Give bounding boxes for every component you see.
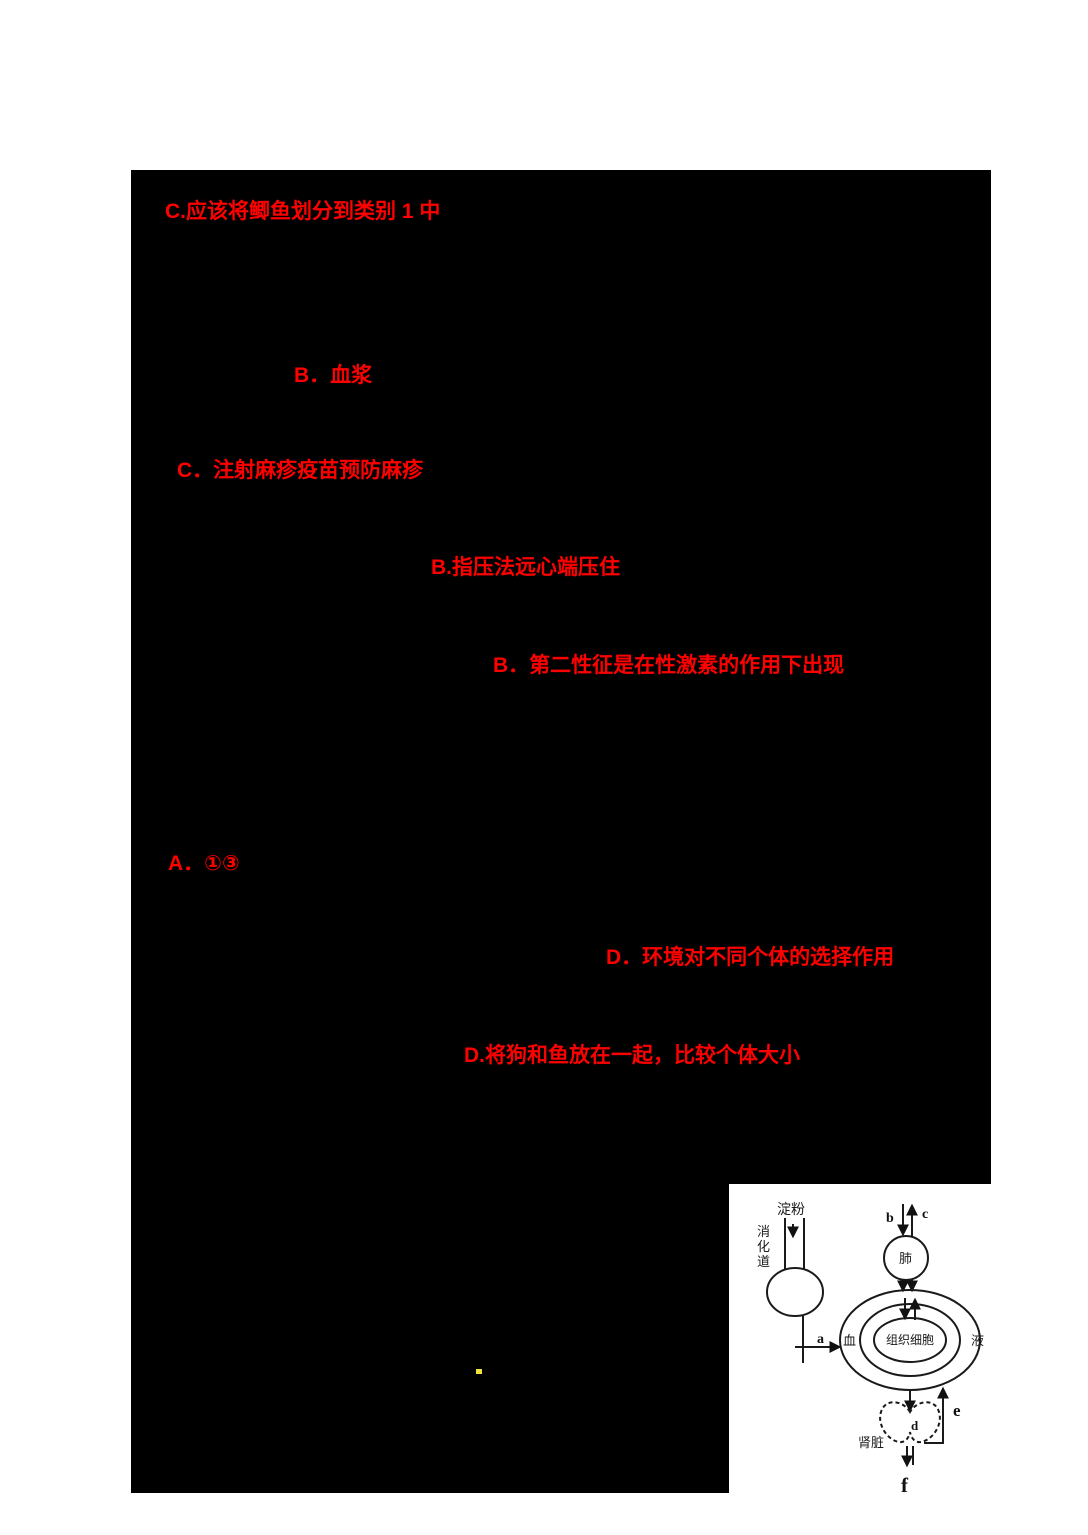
label-b: b (886, 1211, 894, 1226)
kidney-group: d 肾脏 e f (858, 1386, 961, 1497)
digestive-tract-label-char1: 消 (757, 1224, 770, 1239)
kidney-shape (879, 1401, 941, 1444)
label-d: d (911, 1418, 919, 1433)
answer-option-b-plasma: B．血浆 (294, 364, 373, 387)
biology-diagram-svg: 淀粉 消 化 道 a b c 肺 (757, 1201, 984, 1497)
tissue-cells-label: 组织细胞 (886, 1333, 934, 1347)
answer-option-b-hormone: B．第二性征是在性激素的作用下出现 (493, 654, 845, 677)
digestive-tract-label-char3: 道 (757, 1254, 770, 1269)
digestive-tract-label-char2: 化 (757, 1239, 770, 1254)
blood-label-right: 液 (971, 1333, 984, 1348)
label-a: a (817, 1332, 824, 1347)
digestive-tract-group: 淀粉 消 化 道 a (757, 1201, 842, 1363)
lung-label: 肺 (899, 1251, 912, 1266)
tissue-rings-group: 血 液 组织细胞 (839, 1289, 984, 1391)
stomach-shape (766, 1267, 824, 1317)
answer-option-a-13: A．①③ (168, 852, 240, 875)
kidney-label: 肾脏 (858, 1435, 884, 1450)
answer-option-c1: C.应该将鲫鱼划分到类别 1 中 (165, 200, 441, 223)
answer-option-b-press: B.指压法远心端压住 (431, 556, 620, 579)
starch-label: 淀粉 (777, 1201, 805, 1217)
label-f: f (901, 1473, 909, 1497)
answer-option-c-vaccine: C．注射麻疹疫苗预防麻疹 (177, 459, 424, 482)
answer-option-d-compare: D.将狗和鱼放在一起，比较个体大小 (464, 1044, 800, 1067)
label-c: c (922, 1207, 928, 1222)
blood-label-left: 血 (843, 1333, 856, 1348)
lung-shape (883, 1235, 929, 1281)
label-e: e (953, 1401, 961, 1420)
lung-group: b c 肺 (883, 1203, 929, 1293)
answer-option-d-environment: D．环境对不同个体的选择作用 (606, 946, 895, 969)
kidney-return-line-e (924, 1386, 949, 1444)
biology-diagram: 淀粉 消 化 道 a b c 肺 (729, 1184, 991, 1520)
highlight-dot (476, 1369, 482, 1374)
